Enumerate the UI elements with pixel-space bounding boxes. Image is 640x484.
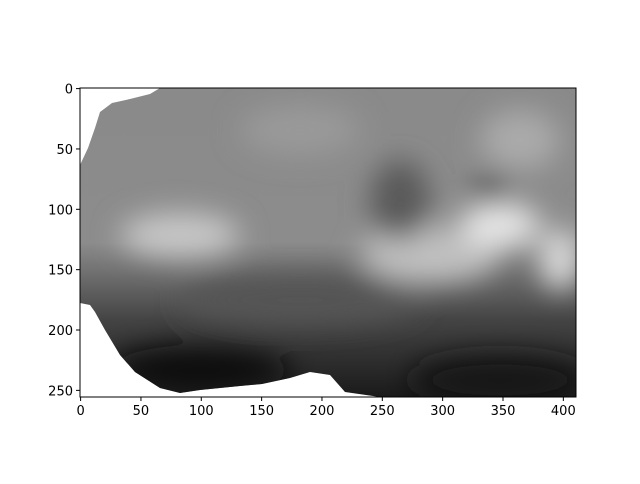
axes-frame	[79, 87, 577, 398]
x-tick-label: 200	[310, 404, 335, 419]
x-tick-label: 300	[430, 404, 455, 419]
x-tick-label: 50	[133, 404, 150, 419]
y-tick-label: 100	[48, 203, 73, 218]
image	[80, 88, 576, 397]
y-tick-label: 150	[48, 264, 73, 279]
y-tick-label: 0	[65, 83, 73, 98]
x-tick-label: 100	[189, 404, 214, 419]
x-tick-label: 400	[551, 404, 576, 419]
x-tick-label: 0	[76, 404, 84, 419]
x-tick-label: 250	[370, 404, 395, 419]
y-tick-label: 250	[48, 384, 73, 399]
x-tick-label: 350	[491, 404, 516, 419]
y-tick-label: 50	[56, 143, 73, 158]
y-tick-label: 200	[48, 324, 73, 339]
x-tick-label: 150	[249, 404, 274, 419]
